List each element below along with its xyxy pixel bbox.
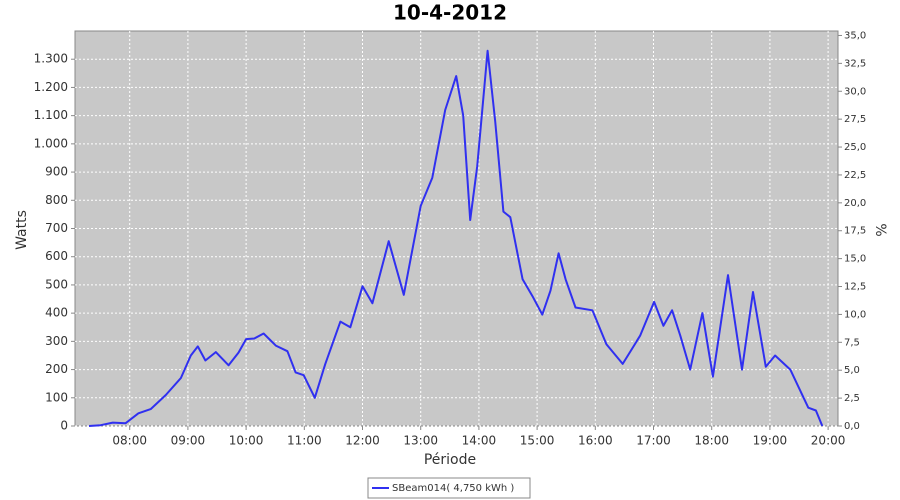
y2-tick-label: 30,0 bbox=[844, 86, 866, 97]
y2-tick-label: 20,0 bbox=[844, 198, 866, 209]
y2-tick-label: 0,0 bbox=[844, 421, 860, 432]
y-axis-label: Watts bbox=[14, 210, 30, 250]
x-tick-label: 15:00 bbox=[520, 434, 555, 448]
x-tick-label: 18:00 bbox=[694, 434, 729, 448]
y-tick-label: 600 bbox=[45, 249, 68, 263]
y2-tick-label: 5,0 bbox=[844, 365, 860, 376]
y2-tick-label: 12,5 bbox=[844, 282, 866, 293]
y-tick-label: 100 bbox=[45, 390, 68, 404]
y-tick-label: 1.300 bbox=[34, 52, 68, 66]
line-series bbox=[88, 49, 824, 427]
y-tick-label: 500 bbox=[45, 277, 68, 291]
x-tick-label: 09:00 bbox=[171, 434, 206, 448]
y2-tick-label: 15,0 bbox=[844, 254, 866, 265]
legend-box bbox=[367, 477, 531, 499]
x-tick-label: 17:00 bbox=[636, 434, 671, 448]
y2-tick-label: 27,5 bbox=[844, 114, 866, 125]
x-tick-label: 10:00 bbox=[229, 434, 264, 448]
x-tick-label: 08:00 bbox=[112, 434, 147, 448]
x-tick-label: 12:00 bbox=[345, 434, 380, 448]
y2-axis-label: % bbox=[872, 223, 888, 236]
y-tick-label: 800 bbox=[45, 193, 68, 207]
y2-tick-label: 17,5 bbox=[844, 226, 866, 237]
x-tick-label: 13:00 bbox=[403, 434, 438, 448]
y-tick-label: 200 bbox=[45, 362, 68, 376]
y-tick-label: 400 bbox=[45, 306, 68, 320]
y-tick-label: 1.000 bbox=[34, 136, 68, 150]
legend-label: SBeam014( 4,750 kWh ) bbox=[392, 483, 514, 494]
y2-tick-label: 32,5 bbox=[844, 58, 866, 69]
chart-title: 10-4-2012 bbox=[393, 1, 507, 25]
y2-tick-label: 25,0 bbox=[844, 142, 866, 153]
x-axis-label: Période bbox=[424, 452, 476, 468]
y-tick-label: 0 bbox=[60, 419, 68, 433]
x-tick-label: 19:00 bbox=[753, 434, 788, 448]
x-tick-label: 14:00 bbox=[462, 434, 497, 448]
y-tick-label: 900 bbox=[45, 165, 68, 179]
y-tick-label: 700 bbox=[45, 221, 68, 235]
y-tick-label: 1.200 bbox=[34, 80, 68, 94]
y-tick-label: 300 bbox=[45, 334, 68, 348]
y2-tick-label: 10,0 bbox=[844, 309, 866, 320]
y2-tick-label: 22,5 bbox=[844, 170, 866, 181]
x-tick-label: 20:00 bbox=[811, 434, 846, 448]
x-tick-label: 16:00 bbox=[578, 434, 613, 448]
y2-tick-label: 2,5 bbox=[844, 393, 860, 404]
y-tick-label: 1.100 bbox=[34, 108, 68, 122]
x-tick-label: 11:00 bbox=[287, 434, 322, 448]
y2-tick-label: 35,0 bbox=[844, 30, 866, 41]
y2-tick-label: 7,5 bbox=[844, 337, 860, 348]
